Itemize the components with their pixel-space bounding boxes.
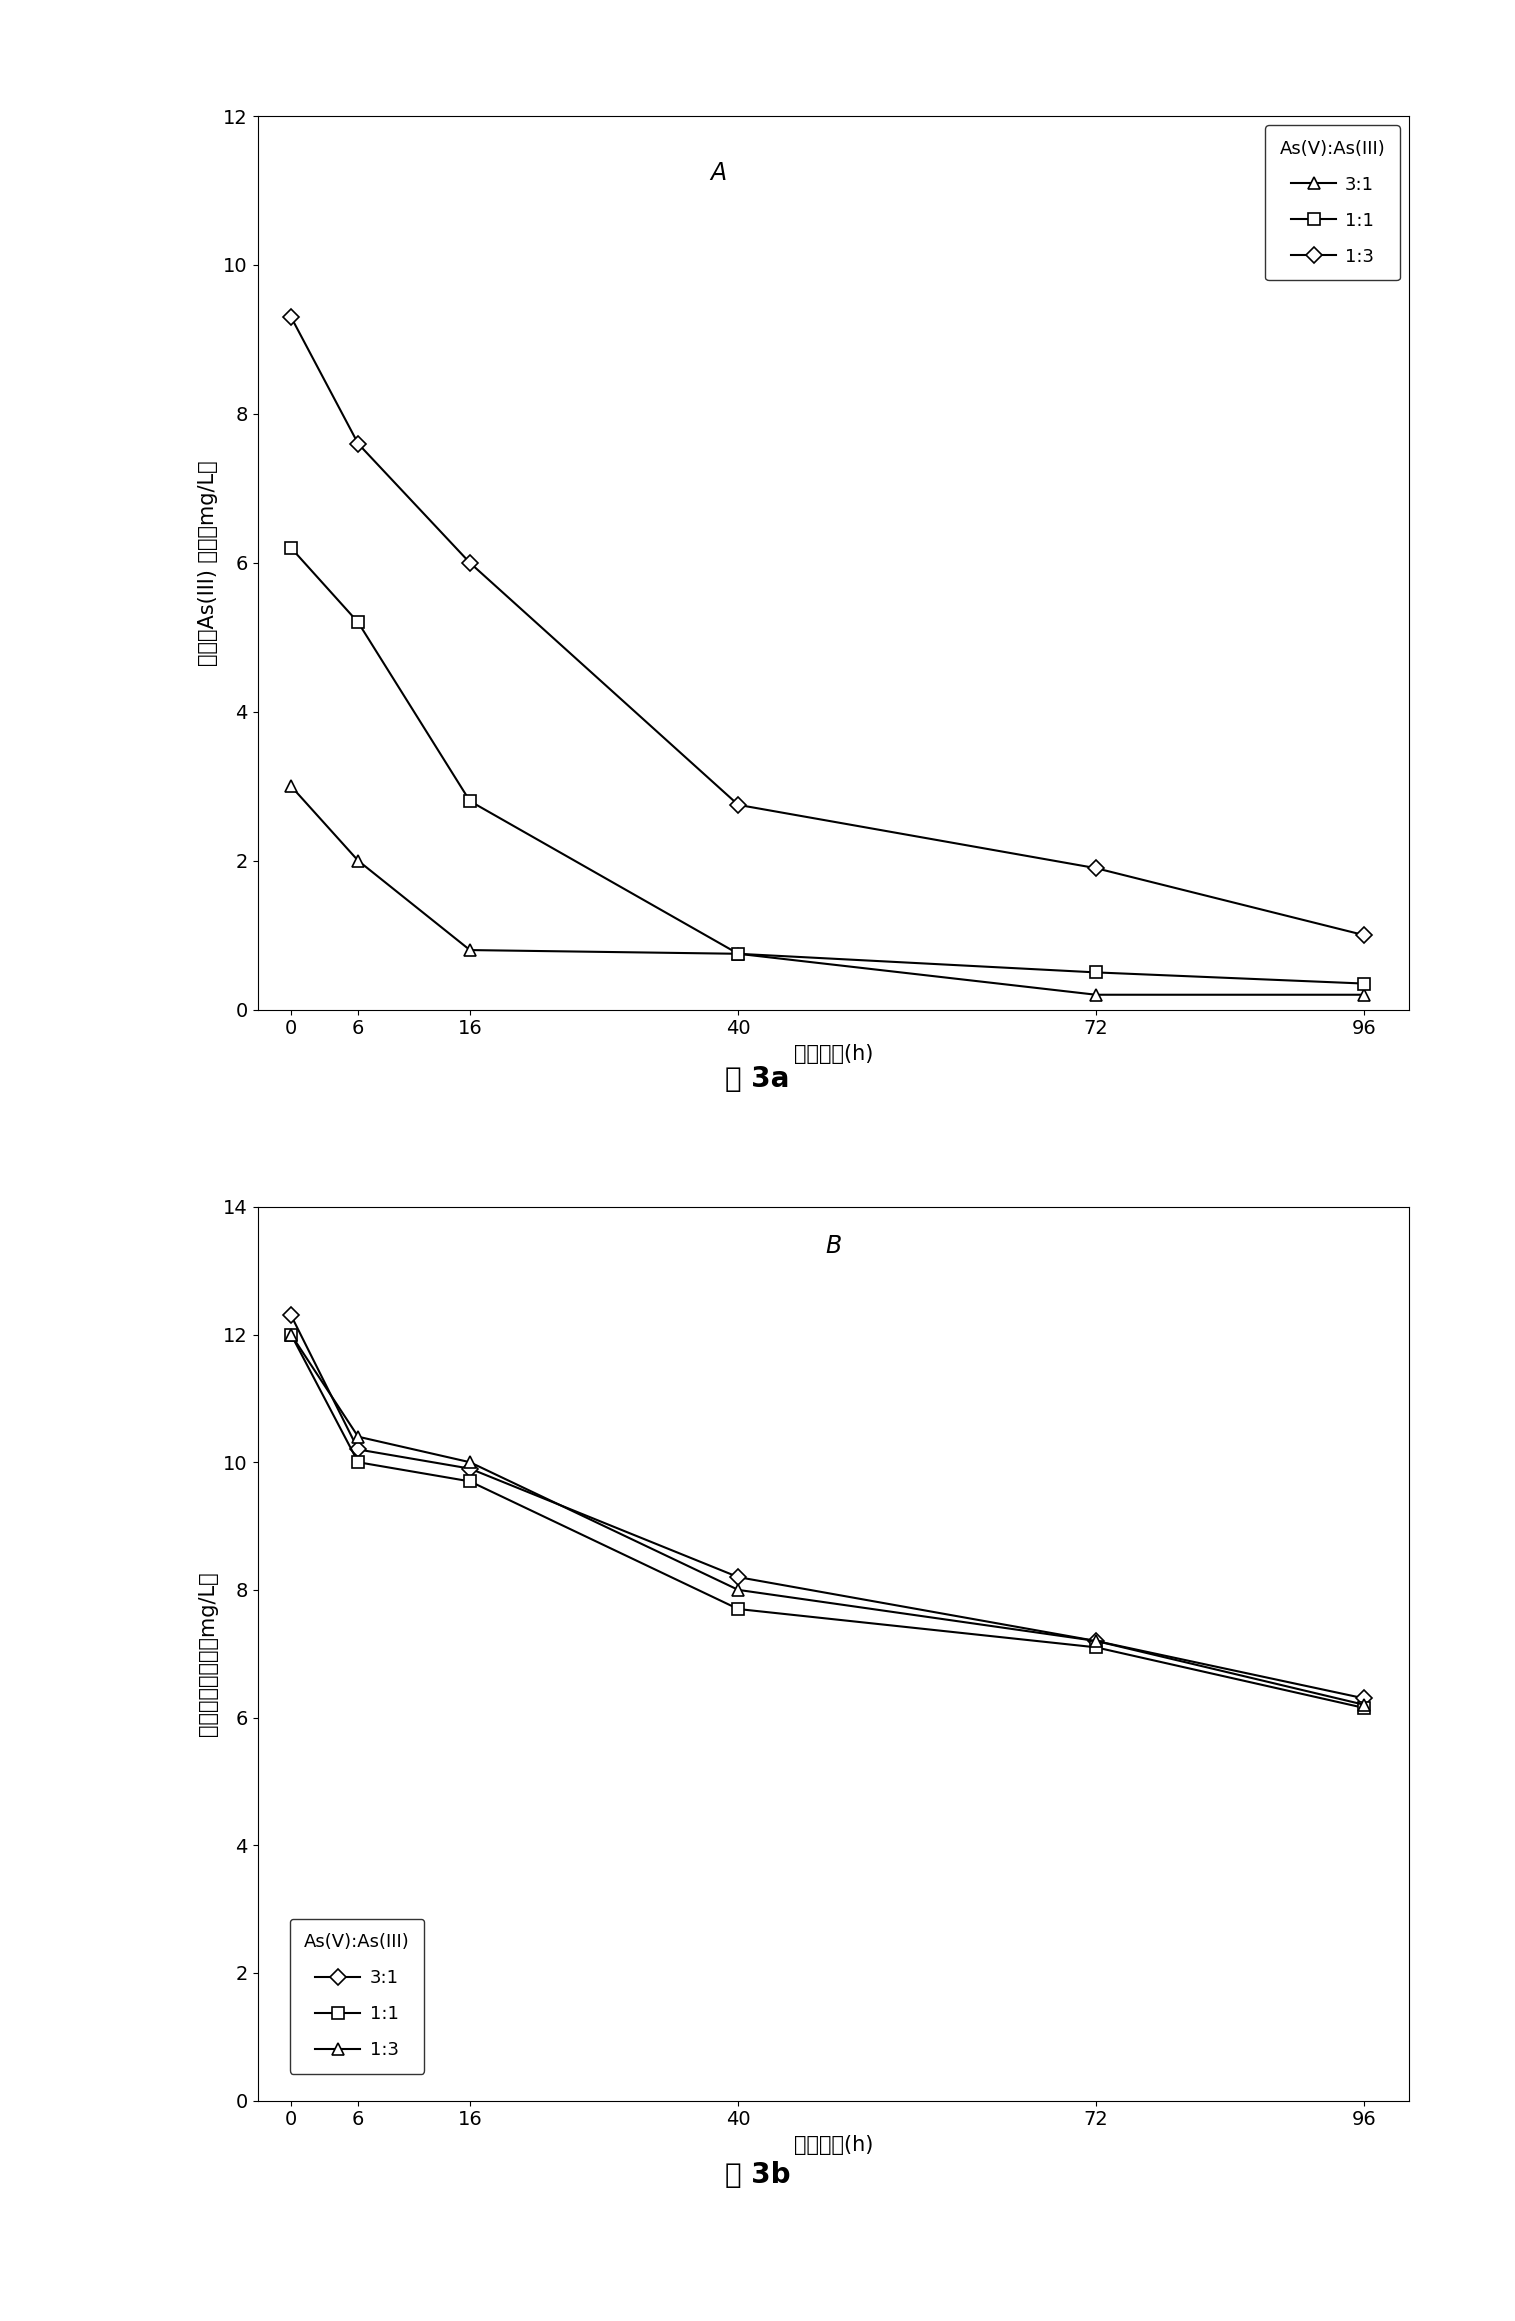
1:3 xyxy=(1086,1627,1104,1655)
3:1 xyxy=(1354,1685,1373,1713)
3:1 xyxy=(1086,982,1104,1010)
3:1 xyxy=(348,847,367,875)
Text: 图 3b: 图 3b xyxy=(724,2161,791,2189)
1:3 xyxy=(729,1576,747,1604)
1:1 xyxy=(348,608,367,636)
1:1 xyxy=(729,940,747,968)
Y-axis label: 水体中As(III) 浓度（mg/L）: 水体中As(III) 浓度（mg/L） xyxy=(197,460,218,666)
1:1 xyxy=(461,1467,479,1495)
X-axis label: 处理时间(h): 处理时间(h) xyxy=(794,1044,873,1063)
1:3 xyxy=(1354,1690,1373,1718)
1:3 xyxy=(348,429,367,457)
1:1 xyxy=(1086,1634,1104,1662)
1:1 xyxy=(1354,970,1373,998)
1:3 xyxy=(348,1423,367,1451)
3:1 xyxy=(1354,982,1373,1010)
Text: B: B xyxy=(826,1235,841,1258)
1:3 xyxy=(282,304,300,332)
Line: 1:3: 1:3 xyxy=(285,1330,1370,1711)
1:3 xyxy=(1086,854,1104,882)
1:1 xyxy=(1354,1694,1373,1722)
Line: 3:1: 3:1 xyxy=(285,780,1370,1000)
X-axis label: 处理时间(h): 处理时间(h) xyxy=(794,2135,873,2154)
Text: 图 3a: 图 3a xyxy=(726,1065,789,1093)
Line: 1:1: 1:1 xyxy=(285,543,1370,989)
3:1 xyxy=(729,940,747,968)
3:1 xyxy=(282,1302,300,1330)
3:1 xyxy=(461,935,479,963)
1:1 xyxy=(1086,959,1104,986)
Text: A: A xyxy=(711,160,726,186)
Line: 1:3: 1:3 xyxy=(285,311,1370,940)
1:3 xyxy=(461,1448,479,1476)
3:1 xyxy=(348,1434,367,1465)
3:1 xyxy=(729,1564,747,1592)
Line: 1:1: 1:1 xyxy=(285,1330,1370,1713)
1:3 xyxy=(729,791,747,819)
Y-axis label: 水体中总砰浓度（mg/L）: 水体中总砰浓度（mg/L） xyxy=(197,1571,218,1736)
3:1 xyxy=(1086,1627,1104,1655)
1:3 xyxy=(461,550,479,578)
Line: 3:1: 3:1 xyxy=(285,1309,1370,1704)
Legend: 3:1, 1:1, 1:3: 3:1, 1:1, 1:3 xyxy=(289,1919,424,2073)
3:1 xyxy=(282,773,300,801)
1:3 xyxy=(282,1321,300,1349)
1:1 xyxy=(282,1321,300,1349)
3:1 xyxy=(461,1455,479,1483)
1:1 xyxy=(729,1595,747,1622)
1:1 xyxy=(348,1448,367,1476)
Legend: 3:1, 1:1, 1:3: 3:1, 1:1, 1:3 xyxy=(1265,125,1400,281)
1:3 xyxy=(1354,921,1373,949)
1:1 xyxy=(282,534,300,562)
1:1 xyxy=(461,787,479,815)
